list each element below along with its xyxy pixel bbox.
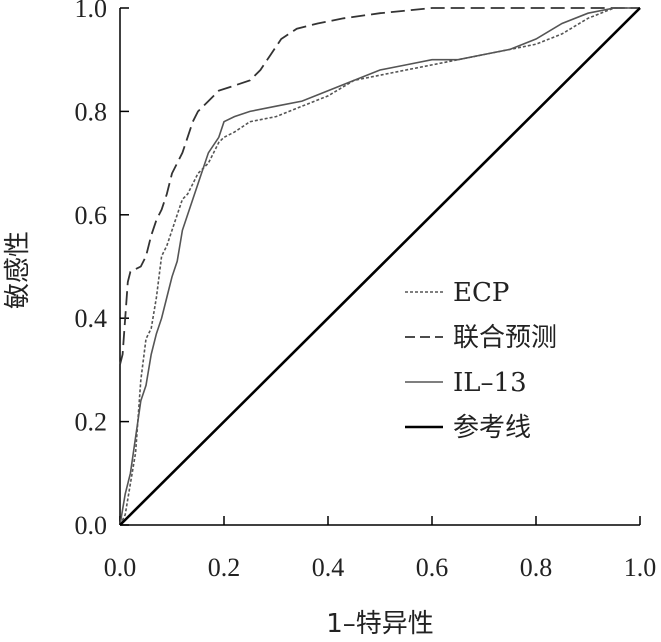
x-ticks: 0.0 0.2 0.4 0.6 0.8 1.0: [104, 516, 657, 582]
x-tick-label: 1.0: [624, 553, 657, 582]
legend-label: ECP: [453, 278, 509, 308]
y-tick-label: 0.4: [75, 304, 108, 333]
y-tick-label: 0.6: [75, 201, 108, 230]
y-tick-label: 0.8: [75, 97, 108, 126]
x-tick-label: 0.0: [104, 553, 137, 582]
y-tick-label: 1.0: [75, 0, 108, 23]
x-tick-label: 0.4: [312, 553, 345, 582]
y-tick-label: 0.0: [75, 511, 108, 540]
legend-label: IL–13: [453, 368, 527, 398]
x-axis-title: 1–特异性: [326, 609, 434, 639]
y-axis-title: 敏感性: [3, 231, 33, 309]
series-line-1: [119, 7, 640, 365]
x-tick-label: 0.2: [208, 553, 241, 582]
axes: [119, 8, 640, 526]
x-tick-label: 0.6: [416, 553, 449, 582]
legend-label: 联合预测: [453, 323, 557, 353]
x-tick-label: 0.8: [520, 553, 553, 582]
y-ticks: 0.0 0.2 0.4 0.6 0.8 1.0: [75, 0, 129, 540]
legend: ECP 联合预测 IL–13 参考线: [405, 278, 557, 443]
series: [119, 7, 641, 526]
series-line-2: [119, 7, 640, 526]
y-tick-label: 0.2: [75, 408, 108, 437]
legend-label: 参考线: [453, 413, 531, 443]
series-line-3: [119, 7, 641, 526]
